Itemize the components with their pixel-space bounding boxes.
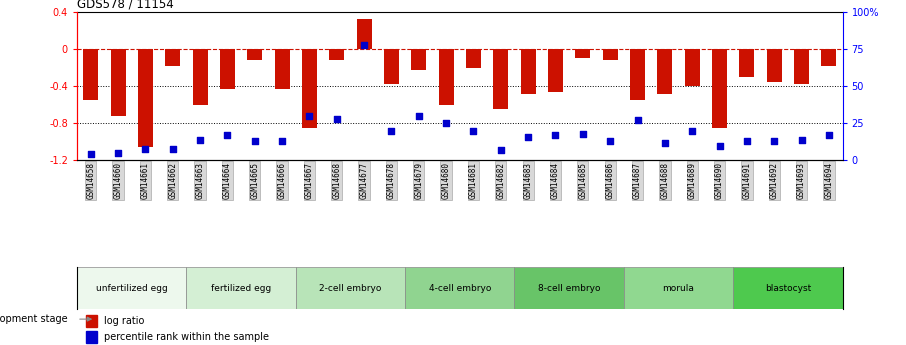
Bar bbox=[515, 267, 624, 309]
Point bbox=[548, 132, 563, 138]
Bar bbox=[439, 49, 454, 105]
Bar bbox=[187, 267, 295, 309]
Text: 2-cell embryo: 2-cell embryo bbox=[319, 284, 381, 293]
Point bbox=[411, 113, 426, 119]
Point bbox=[658, 140, 672, 145]
Bar bbox=[766, 49, 782, 82]
Text: fertilized egg: fertilized egg bbox=[211, 284, 271, 293]
Point bbox=[384, 128, 399, 134]
Bar bbox=[630, 49, 645, 100]
Text: blastocyst: blastocyst bbox=[765, 284, 811, 293]
Point bbox=[739, 138, 754, 144]
Bar bbox=[712, 49, 727, 128]
Text: GDS578 / 11154: GDS578 / 11154 bbox=[77, 0, 174, 11]
Point bbox=[631, 118, 645, 123]
Point bbox=[439, 121, 453, 126]
Bar bbox=[493, 49, 508, 109]
Point bbox=[220, 132, 235, 138]
Bar bbox=[295, 267, 405, 309]
Point bbox=[712, 143, 727, 148]
Point bbox=[685, 128, 699, 134]
Bar bbox=[138, 49, 153, 147]
Bar bbox=[794, 49, 809, 85]
Point bbox=[330, 116, 344, 122]
Point bbox=[602, 138, 617, 144]
Point bbox=[83, 152, 98, 157]
Bar bbox=[86, 331, 97, 343]
Text: 8-cell embryo: 8-cell embryo bbox=[538, 284, 601, 293]
Bar bbox=[247, 49, 262, 60]
Bar bbox=[733, 267, 843, 309]
Bar bbox=[275, 49, 290, 89]
Text: unfertilized egg: unfertilized egg bbox=[96, 284, 168, 293]
Text: 4-cell embryo: 4-cell embryo bbox=[429, 284, 491, 293]
Bar bbox=[602, 49, 618, 60]
Bar bbox=[384, 49, 399, 85]
Bar bbox=[822, 49, 836, 66]
Bar bbox=[165, 49, 180, 66]
Text: percentile rank within the sample: percentile rank within the sample bbox=[104, 332, 269, 342]
Bar bbox=[658, 49, 672, 94]
Point bbox=[822, 132, 836, 138]
Point bbox=[575, 131, 590, 137]
Bar bbox=[357, 19, 371, 49]
Bar bbox=[624, 267, 733, 309]
Bar bbox=[739, 49, 755, 77]
Bar bbox=[86, 315, 97, 327]
Point bbox=[494, 147, 508, 153]
Bar bbox=[77, 267, 187, 309]
Bar bbox=[220, 49, 235, 89]
Text: morula: morula bbox=[662, 284, 695, 293]
Text: development stage: development stage bbox=[0, 314, 68, 324]
Point bbox=[767, 138, 782, 144]
Bar bbox=[83, 49, 98, 100]
Bar bbox=[302, 49, 317, 128]
Point bbox=[303, 113, 317, 119]
Text: log ratio: log ratio bbox=[104, 316, 145, 326]
Bar bbox=[521, 49, 535, 94]
Point bbox=[111, 150, 125, 156]
Bar bbox=[548, 49, 563, 92]
Point bbox=[166, 146, 180, 151]
Point bbox=[467, 128, 481, 134]
Point bbox=[193, 137, 207, 142]
Bar bbox=[193, 49, 207, 105]
Point bbox=[247, 138, 262, 144]
Point bbox=[138, 146, 152, 151]
Bar bbox=[111, 49, 126, 116]
Point bbox=[357, 42, 371, 48]
Point bbox=[275, 138, 289, 144]
Point bbox=[521, 134, 535, 139]
Bar bbox=[405, 267, 515, 309]
Bar bbox=[329, 49, 344, 60]
Bar bbox=[466, 49, 481, 68]
Bar bbox=[575, 49, 591, 58]
Bar bbox=[685, 49, 699, 86]
Point bbox=[795, 137, 809, 142]
Bar bbox=[411, 49, 427, 70]
